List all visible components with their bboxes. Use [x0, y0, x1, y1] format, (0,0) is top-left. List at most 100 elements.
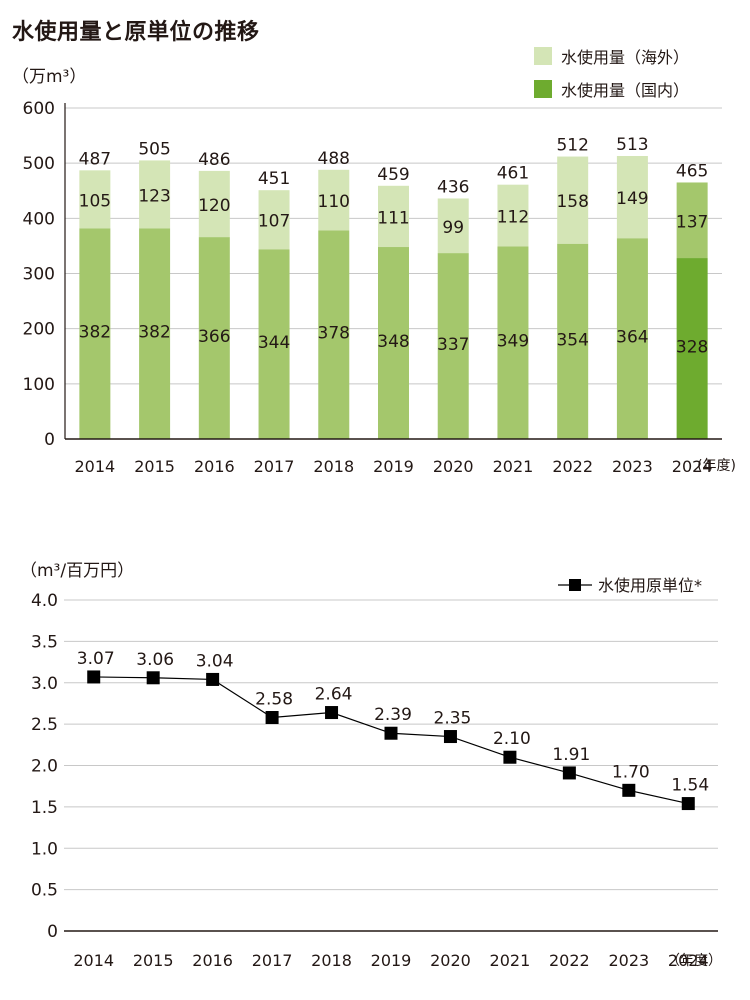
intensity-marker-2017 [265, 711, 279, 725]
bar-overseas-value-label: 158 [556, 192, 588, 212]
bar-overseas-2016 [198, 170, 230, 238]
bar-overseas-value-label: 120 [198, 196, 230, 216]
line-y-tick-label: 0 [47, 922, 58, 942]
intensity-value-label: 3.07 [77, 649, 115, 669]
bar-y-tick-label: 100 [23, 375, 55, 395]
bar-domestic-2016 [198, 237, 230, 439]
bar-overseas-2023 [616, 155, 648, 239]
line-x-tick-label: 2022 [549, 951, 590, 970]
line-y-tick-label: 1.0 [31, 839, 58, 859]
bar-overseas-2017 [258, 190, 290, 250]
bar-domestic-value-label: 354 [556, 330, 588, 350]
bar-domestic-2017 [258, 249, 290, 439]
intensity-value-label: 3.04 [196, 651, 234, 671]
intensity-value-label: 2.58 [255, 690, 293, 710]
line-y-tick-label: 3.5 [31, 632, 58, 652]
bar-x-tick-label: 2024 [672, 457, 713, 476]
intensity-marker-2018 [325, 706, 339, 720]
bar-domestic-value-label: 366 [198, 327, 230, 347]
line-y-tick-label: 1.5 [31, 798, 58, 818]
bar-overseas-2021 [497, 184, 529, 247]
bar-total-value-label: 487 [79, 149, 111, 169]
bar-y-unit-label: （万m³） [12, 67, 86, 87]
bar-y-tick-label: 400 [23, 209, 55, 229]
legend-marker [569, 579, 581, 591]
intensity-value-label: 2.10 [493, 729, 531, 749]
bar-overseas-2014 [79, 170, 111, 229]
bar-domestic-2018 [318, 230, 350, 439]
bar-domestic-value-label: 348 [377, 332, 409, 352]
bar-overseas-value-label: 123 [138, 186, 170, 206]
bar-total-value-label: 486 [198, 150, 230, 170]
legend-label: 水使用量（海外） [561, 48, 689, 67]
bar-overseas-2018 [318, 169, 350, 231]
bar-domestic-2015 [139, 228, 171, 439]
legend-swatch [534, 47, 552, 65]
line-x-tick-label: 2021 [490, 951, 531, 970]
line-y-unit-label: （m³/百万円） [20, 561, 134, 581]
bar-overseas-value-label: 149 [616, 189, 648, 209]
bar-overseas-value-label: 111 [377, 208, 409, 228]
bar-domestic-value-label: 337 [437, 335, 469, 355]
bar-total-value-label: 512 [556, 136, 588, 156]
chart-title: 水使用量と原単位の推移 [12, 20, 260, 45]
bar-overseas-value-label: 137 [676, 212, 708, 232]
bar-x-tick-label: 2019 [373, 457, 414, 476]
bar-x-tick-label: 2018 [313, 457, 354, 476]
bar-y-tick-label: 300 [23, 265, 55, 285]
bar-x-tick-label: 2021 [493, 457, 534, 476]
line-x-tick-label: 2014 [73, 951, 114, 970]
legend-label: 水使用原単位* [598, 576, 702, 595]
bar-domestic-value-label: 344 [258, 333, 290, 353]
legend-swatch [534, 80, 552, 98]
line-y-tick-label: 2.5 [31, 715, 58, 735]
bar-overseas-2020 [437, 198, 469, 254]
bar-domestic-2021 [497, 246, 529, 439]
line-x-unit-label: （年度） [666, 953, 722, 969]
bar-overseas-2024 [676, 182, 708, 259]
bar-domestic-2019 [378, 247, 409, 439]
intensity-marker-2022 [562, 766, 576, 780]
line-y-tick-label: 4.0 [31, 591, 58, 611]
intensity-marker-2021 [503, 750, 517, 764]
bar-domestic-value-label: 382 [138, 323, 170, 343]
bar-domestic-2014 [79, 228, 111, 439]
bar-x-tick-label: 2022 [552, 457, 593, 476]
bar-overseas-2019 [378, 185, 409, 248]
bar-x-tick-label: 2020 [433, 457, 474, 476]
bar-domestic-2022 [557, 243, 589, 439]
intensity-marker-2015 [146, 671, 160, 685]
intensity-marker-2016 [206, 672, 220, 686]
bar-total-value-label: 459 [377, 165, 409, 185]
line-x-tick-label: 2015 [133, 951, 174, 970]
bar-domestic-value-label: 382 [79, 323, 111, 343]
bar-x-tick-label: 2023 [612, 457, 653, 476]
intensity-marker-2014 [87, 670, 101, 684]
line-x-tick-label: 2018 [311, 951, 352, 970]
bar-domestic-2024 [676, 258, 708, 439]
line-x-tick-label: 2024 [668, 951, 709, 970]
line-x-tick-label: 2023 [608, 951, 649, 970]
bar-overseas-2015 [139, 160, 171, 229]
intensity-value-label: 2.64 [315, 685, 353, 705]
bar-x-unit-label: (年度) [697, 458, 736, 474]
intensity-value-label: 2.39 [374, 705, 412, 725]
bar-overseas-value-label: 99 [442, 218, 464, 238]
intensity-line [93, 676, 689, 805]
line-x-tick-label: 2020 [430, 951, 471, 970]
line-x-tick-label: 2019 [371, 951, 412, 970]
bar-x-tick-label: 2016 [194, 457, 235, 476]
bar-total-value-label: 451 [258, 169, 290, 189]
bar-overseas-value-label: 107 [258, 212, 290, 232]
intensity-marker-2020 [443, 730, 457, 744]
intensity-value-label: 3.06 [136, 650, 174, 670]
intensity-marker-2023 [622, 783, 636, 797]
line-y-tick-label: 0.5 [31, 881, 58, 901]
water-usage-bar-chart: （万m³） 0 100 200 300 400 500 600 382 105 487 2014 382… [12, 47, 736, 476]
bar-total-value-label: 461 [497, 164, 529, 184]
bar-total-value-label: 513 [616, 135, 648, 155]
bar-x-tick-label: 2015 [134, 457, 175, 476]
bar-domestic-value-label: 364 [616, 328, 648, 348]
bar-overseas-value-label: 110 [318, 192, 350, 212]
